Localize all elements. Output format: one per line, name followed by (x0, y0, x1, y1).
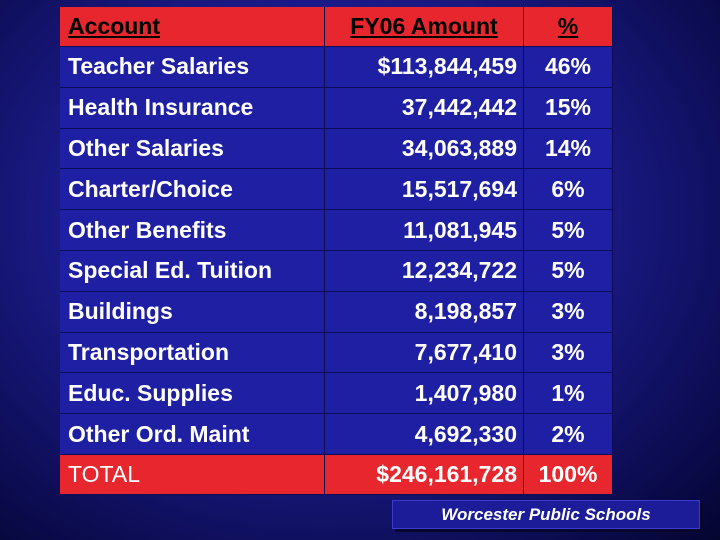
row-percent: 6% (524, 169, 613, 211)
row-account: Charter/Choice (60, 169, 325, 211)
row-percent: 2% (524, 414, 613, 455)
header-amount-label: FY06 Amount (350, 13, 498, 39)
row-account: Other Ord. Maint (60, 414, 325, 455)
row-amount: 4,692,330 (325, 414, 524, 455)
row-account: Buildings (60, 291, 325, 333)
row-percent: 3% (524, 291, 613, 333)
row-account: Special Ed. Tuition (60, 250, 325, 292)
row-amount: 34,063,889 (325, 128, 524, 170)
row-percent: 5% (524, 250, 613, 292)
header-account: Account (60, 7, 325, 47)
row-amount: 15,517,694 (325, 169, 524, 211)
row-account: Other Benefits (60, 210, 325, 251)
total-percent: 100% (524, 454, 613, 495)
row-percent: 3% (524, 332, 613, 374)
budget-table: Account FY06 Amount % Teacher Salaries $… (60, 7, 613, 495)
row-percent: 15% (524, 87, 613, 129)
row-percent: 5% (524, 210, 613, 251)
row-percent: 1% (524, 373, 613, 415)
row-percent: 46% (524, 47, 613, 88)
row-account: Educ. Supplies (60, 373, 325, 415)
header-percent-label: % (557, 13, 579, 39)
row-account: Transportation (60, 332, 325, 374)
row-amount: 12,234,722 (325, 250, 524, 292)
row-account: Other Salaries (60, 128, 325, 170)
footer-banner: Worcester Public Schools (392, 500, 700, 529)
row-amount: 7,677,410 (325, 332, 524, 374)
total-amount: $246,161,728 (325, 454, 524, 495)
total-label: TOTAL (60, 454, 325, 495)
row-amount: 1,407,980 (325, 373, 524, 415)
row-account: Teacher Salaries (60, 47, 325, 88)
row-amount: 37,442,442 (325, 87, 524, 129)
footer-label: Worcester Public Schools (441, 504, 651, 524)
header-percent: % (524, 7, 613, 47)
row-amount: 11,081,945 (325, 210, 524, 251)
row-amount: $113,844,459 (325, 47, 524, 88)
row-account: Health Insurance (60, 87, 325, 129)
row-percent: 14% (524, 128, 613, 170)
row-amount: 8,198,857 (325, 291, 524, 333)
header-amount: FY06 Amount (325, 7, 524, 47)
